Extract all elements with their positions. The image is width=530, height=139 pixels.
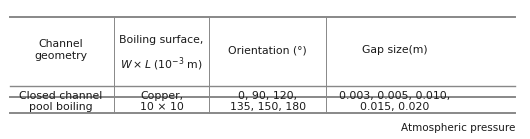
Text: 0.003, 0.005, 0.010,
0.015, 0.020: 0.003, 0.005, 0.010, 0.015, 0.020 [339,91,450,112]
Text: Channel
geometry: Channel geometry [34,39,87,61]
Text: 0, 90, 120,
135, 150, 180: 0, 90, 120, 135, 150, 180 [229,91,306,112]
Text: Gap size(m): Gap size(m) [362,45,428,55]
Text: Copper,
10 × 10: Copper, 10 × 10 [140,91,183,112]
Text: Atmospheric pressure: Atmospheric pressure [401,123,515,133]
Text: Boiling surface,: Boiling surface, [119,35,204,45]
Text: Closed channel
pool boiling: Closed channel pool boiling [19,91,103,112]
Text: Orientation (°): Orientation (°) [228,45,307,55]
Text: $\mathit{W} \times \mathit{L}\ (10^{-3}\ \mathrm{m})$: $\mathit{W} \times \mathit{L}\ (10^{-3}\… [120,55,203,73]
